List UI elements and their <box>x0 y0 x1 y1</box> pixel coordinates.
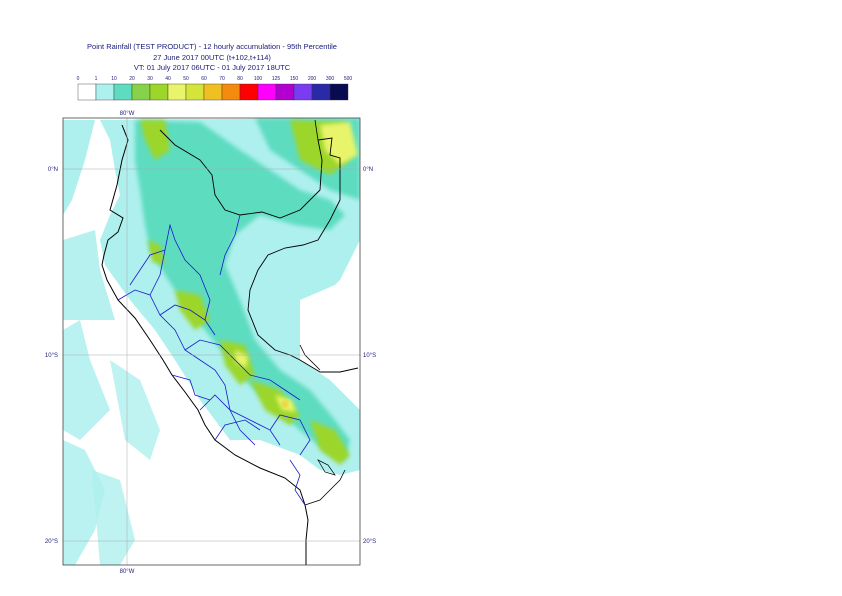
map-valid-time: VT: 01 July 2017 06UTC - 01 July 2017 18… <box>133 63 291 72</box>
lat-label-left-1: 10°S <box>45 353 58 359</box>
map-frame <box>62 117 361 566</box>
lat-label-right-0: 0°N <box>363 167 373 173</box>
rainfall-legend: 0 1 10 20 30 40 50 60 70 80 100 125 150 200 300 500 <box>77 76 353 101</box>
lat-label-right-1: 10°S <box>363 353 376 359</box>
legend-tick-label: 60 <box>201 76 207 82</box>
legend-tick-label: 70 <box>219 76 225 82</box>
lat-label-left-0: 0°N <box>48 167 58 173</box>
legend-tick-label: 0 <box>77 76 80 82</box>
legend-tick-label: 100 <box>254 76 263 82</box>
legend-tick-label: 200 <box>308 76 317 82</box>
country-borders <box>101 119 359 565</box>
legend-tick-label: 300 <box>326 76 335 82</box>
legend-tick-label: 125 <box>272 76 281 82</box>
legend-tick-label: 30 <box>147 76 153 82</box>
legend-tick-label: 20 <box>129 76 135 82</box>
graticule <box>63 118 360 565</box>
rainfall-field <box>63 118 360 565</box>
legend-tick-label: 40 <box>165 76 171 82</box>
lat-label-right-2: 20°S <box>363 539 376 545</box>
lon-label-top: 80°W <box>120 111 135 117</box>
legend-tick-label: 150 <box>290 76 299 82</box>
legend-tick-label: 50 <box>183 76 189 82</box>
legend-tick-label: 500 <box>344 76 353 82</box>
legend-tick-label: 1 <box>95 76 98 82</box>
region-boundaries <box>117 214 311 506</box>
legend-swatch <box>329 83 349 101</box>
lat-label-left-2: 20°S <box>45 539 58 545</box>
legend-tick-label: 80 <box>237 76 243 82</box>
lon-label-bottom: 80°W <box>120 569 135 575</box>
map-title: Point Rainfall (TEST PRODUCT) - 12 hourl… <box>87 42 337 51</box>
legend-tick-label: 10 <box>111 76 117 82</box>
map-run-time: 27 June 2017 00UTC (t+102,t+114) <box>153 53 271 62</box>
